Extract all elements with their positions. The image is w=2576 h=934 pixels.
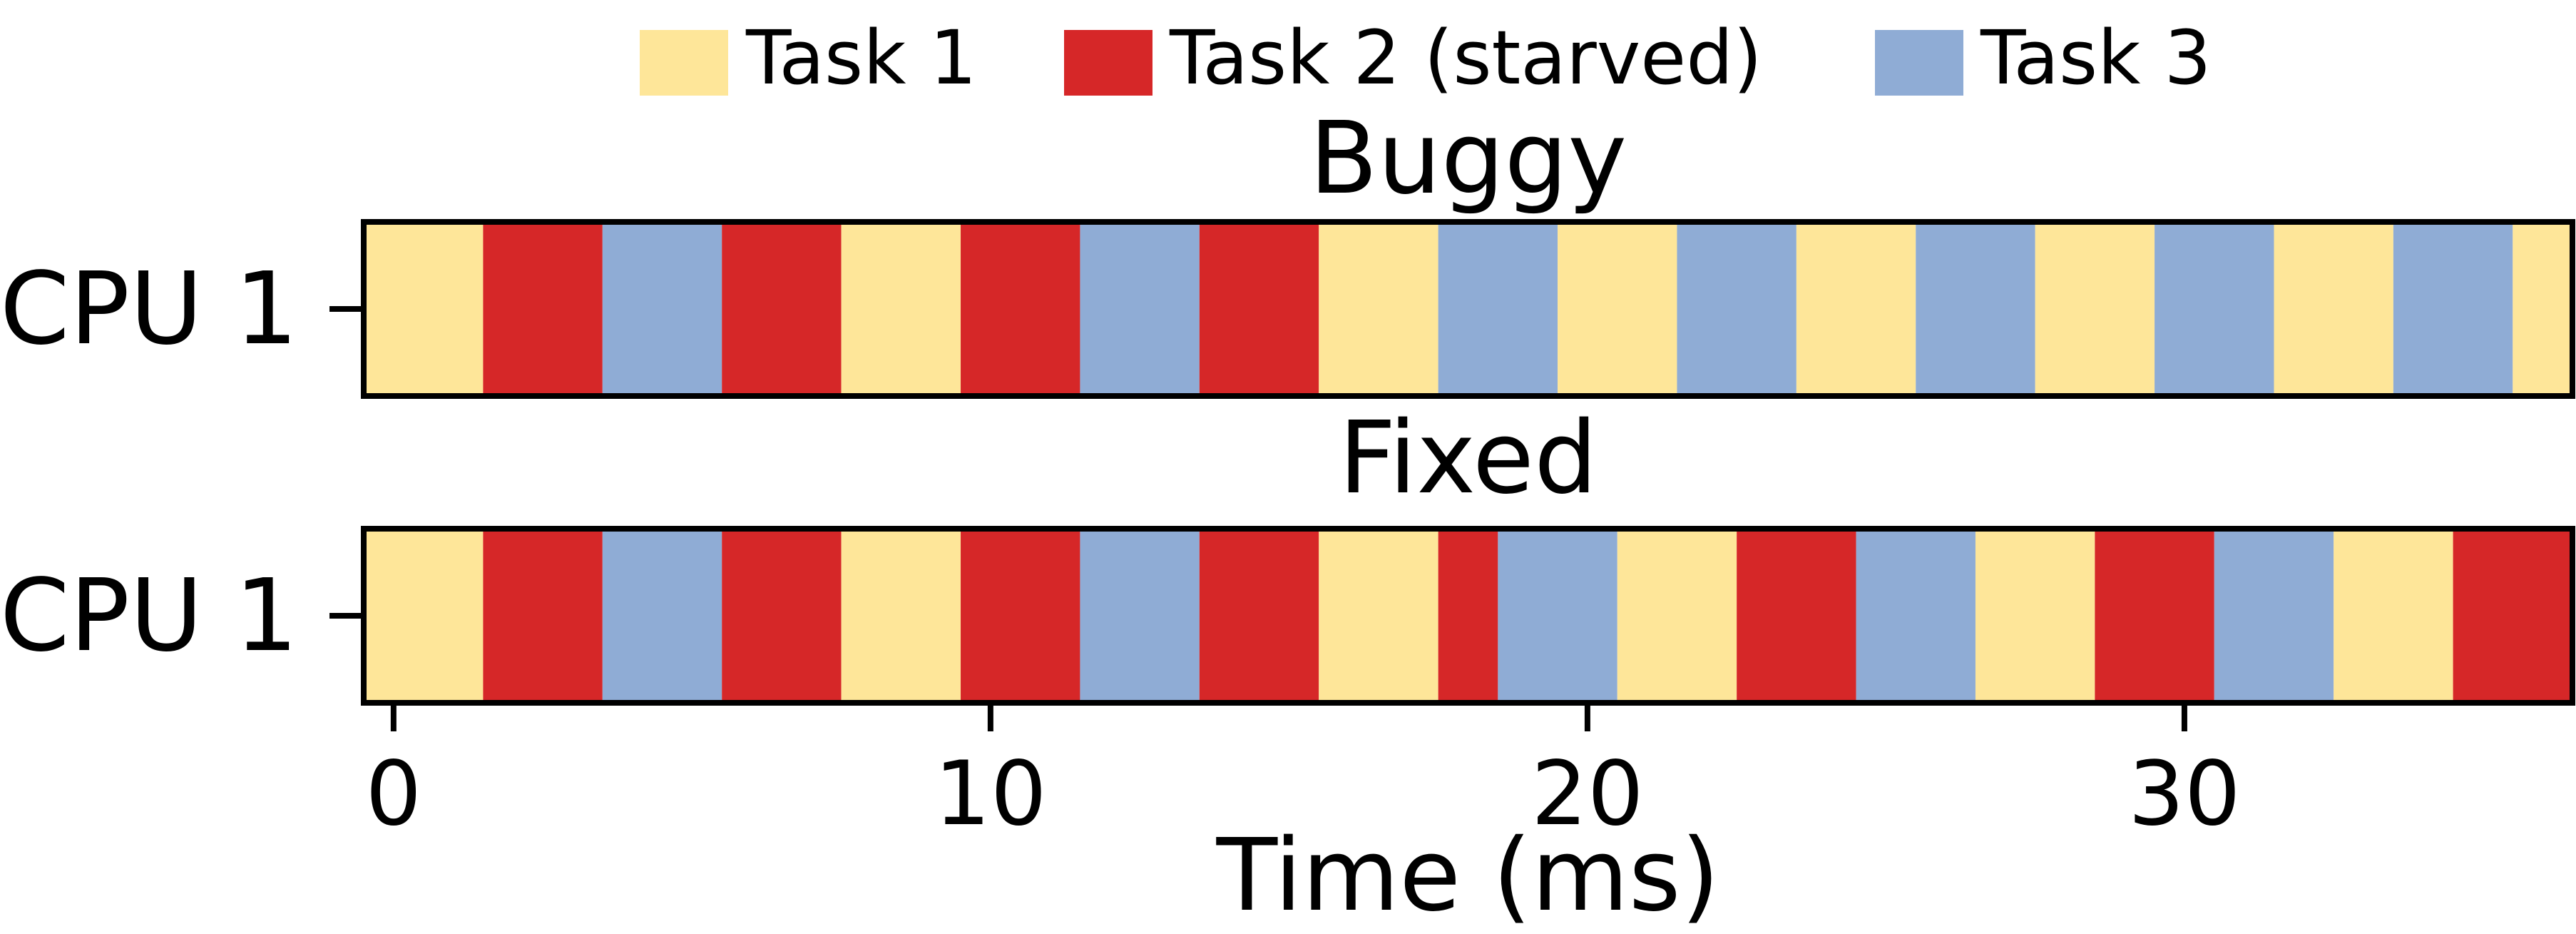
x-tick-label: 20 [1531, 743, 1644, 846]
segment-task1 [2035, 222, 2155, 396]
legend-swatch-task3 [1875, 30, 1963, 96]
panel-title: Fixed [1339, 400, 1598, 517]
segment-task3 [1080, 529, 1200, 703]
segment-task3 [2214, 529, 2334, 703]
x-tick-label: 0 [365, 743, 421, 846]
segment-task2 [2453, 529, 2572, 703]
legend-label-task1: Task 1 [745, 14, 977, 101]
segment-task3 [1856, 529, 1976, 703]
segment-task3 [1438, 222, 1558, 396]
segment-task3 [2393, 222, 2513, 396]
segment-task1 [1558, 222, 1677, 396]
segment-task1 [2334, 529, 2453, 703]
y-tick-label: CPU 1 [0, 251, 298, 367]
segment-task1 [2274, 222, 2393, 396]
segment-task3 [2155, 222, 2274, 396]
segment-task2 [722, 222, 842, 396]
segment-task2 [1438, 529, 1498, 703]
segment-task1 [1975, 529, 2095, 703]
segment-task2 [483, 222, 603, 396]
segment-task1 [1796, 222, 1916, 396]
segment-task3 [1916, 222, 2035, 396]
segment-task2 [961, 529, 1080, 703]
segment-task2 [1199, 529, 1319, 703]
segment-task2 [2095, 529, 2214, 703]
x-axis: 0 10 20 30 Time (ms) [365, 703, 2241, 934]
legend-label-task2: Task 2 (starved) [1169, 14, 1762, 101]
x-axis-label: Time (ms) [1216, 818, 1720, 930]
segment-task3 [1498, 529, 1617, 703]
segment-task3 [1080, 222, 1200, 396]
x-tick-label: 30 [2128, 743, 2241, 846]
segment-task1 [2513, 222, 2572, 396]
segment-task1 [364, 529, 484, 703]
panels: Buggy CPU 1 Fixed CPU 1 [0, 101, 2575, 706]
segment-task3 [602, 529, 722, 703]
segment-task1 [1319, 529, 1438, 703]
panel-2: Fixed CPU 1 [0, 400, 2575, 706]
x-tick-label: 10 [934, 743, 1047, 846]
segment-task3 [1677, 222, 1796, 396]
panel-1: Buggy CPU 1 [0, 101, 2575, 399]
segment-task1 [364, 222, 484, 396]
segment-task1 [841, 222, 961, 396]
segment-task2 [1199, 222, 1319, 396]
legend: Task 1 Task 2 (starved) Task 3 [640, 14, 2212, 101]
segment-task1 [1617, 529, 1737, 703]
segment-task2 [961, 222, 1080, 396]
segment-task3 [602, 222, 722, 396]
legend-label-task3: Task 3 [1980, 14, 2212, 101]
segment-task2 [722, 529, 842, 703]
legend-swatch-task1 [640, 30, 728, 96]
panel-title: Buggy [1309, 101, 1627, 217]
segment-task2 [1737, 529, 1856, 703]
legend-swatch-task2 [1064, 30, 1152, 96]
y-tick-label: CPU 1 [0, 558, 298, 674]
segment-task2 [483, 529, 603, 703]
segment-task1 [841, 529, 961, 703]
segment-task1 [1319, 222, 1438, 396]
